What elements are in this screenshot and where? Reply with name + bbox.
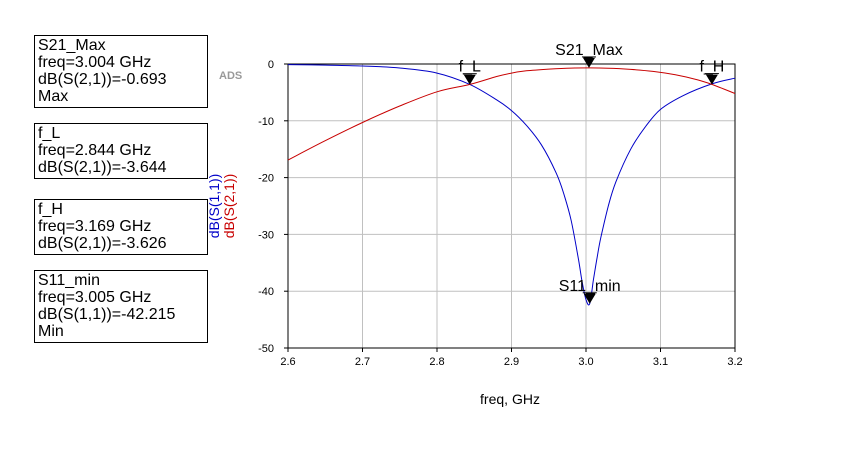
x-tick-label: 2.9 [504,356,519,368]
y-tick-label: -30 [258,229,274,241]
series-line-db-s-2-1- [287,67,736,161]
marker-value: dB(S(1,1))=-42.215 [38,306,176,323]
marker-triangle [583,293,596,304]
y-tick-label: -10 [258,116,274,128]
x-tick-label: 3.0 [578,356,593,368]
marker-freq: freq=3.004 GHz [38,54,152,71]
marker-name: f_H [38,201,63,218]
markers: S21_Max f_L f_H S11_min [459,42,724,304]
x-tick-label: 3.1 [653,356,668,368]
marker-value: dB(S(2,1))=-3.644 [38,159,167,176]
marker-readout-s11-min: S11_min freq=3.005 GHz dB(S(1,1))=-42.21… [34,270,208,343]
series [287,64,736,306]
series-label: dB(S(2,1)) [221,174,237,239]
marker-name: S21_Max [38,37,106,54]
x-tick-label: 2.7 [355,356,370,368]
marker-mode: Max [38,88,69,105]
ads-logo: ADS [219,70,243,82]
y-axis-legend-labels: dB(S(1,1)) dB(S(2,1)) [206,174,237,239]
marker-name: S11_min [38,272,100,289]
marker-readout-f-l: f_L freq=2.844 GHz dB(S(2,1))=-3.644 [34,123,208,179]
marker-freq: freq=3.169 GHz [38,218,152,235]
grid [288,64,735,348]
marker-label: S11_min [559,278,621,295]
marker-readout-s21-max: S21_Max freq=3.004 GHz dB(S(2,1))=-0.693… [34,35,208,108]
marker-name: f_L [38,125,61,142]
x-tick-label: 3.2 [727,356,742,368]
marker-freq: freq=2.844 GHz [38,142,152,159]
x-axis-label: freq, GHz [480,391,540,407]
marker-mode: Min [38,323,64,340]
y-tick-label: 0 [268,59,274,71]
marker-triangle [705,74,718,85]
marker-label: S21_Max [555,42,623,59]
y-tick-label: -40 [258,286,274,298]
marker-freq: freq=3.005 GHz [38,289,152,306]
marker-value: dB(S(2,1))=-3.626 [38,235,167,252]
y-tick-label: -20 [258,173,274,185]
marker-readout-f-h: f_H freq=3.169 GHz dB(S(2,1))=-3.626 [34,199,208,255]
x-tick-label: 2.8 [429,356,444,368]
axes: 2.6 2.7 2.8 2.9 3.0 3.1 3.2 0 -10 -20 -30 -40 -50 [258,59,743,368]
y-tick-label: -50 [258,343,274,355]
x-tick-label: 2.6 [280,356,295,368]
marker-triangle [582,57,595,68]
marker-triangle [463,74,476,85]
series-line-db-s-1-1- [287,64,736,306]
marker-label: f_L [459,59,481,76]
marker-label: f_H [699,59,724,76]
series-label: dB(S(1,1)) [206,174,222,239]
marker-value: dB(S(2,1))=-0.693 [38,71,167,88]
